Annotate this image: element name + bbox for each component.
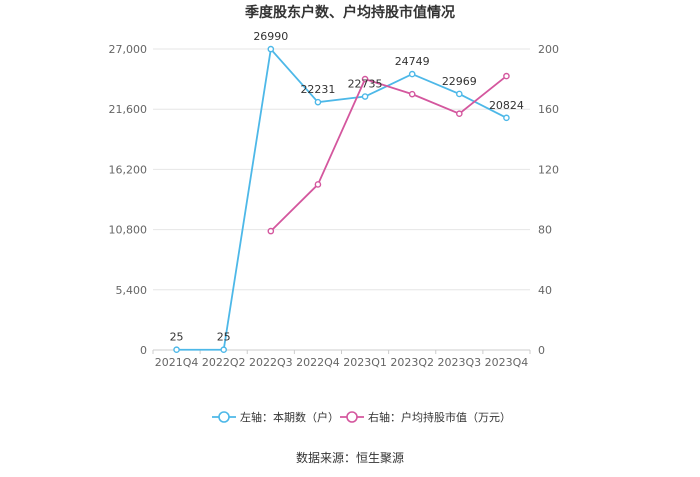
y-right-tick-label: 0 — [538, 344, 545, 357]
data-label: 22969 — [442, 75, 477, 88]
source-text: 数据来源：恒生聚源 — [296, 450, 404, 465]
grid-layer — [153, 48, 530, 291]
data-label-layer: 25 25 26990 22231 22735 24749 22969 20824 — [170, 30, 524, 344]
series-line-1 — [176, 47, 507, 351]
series-point-1 — [408, 70, 416, 78]
series-point-1 — [314, 98, 322, 106]
y-right-tick-label: 120 — [538, 163, 559, 176]
legend-swatch-marker — [218, 411, 230, 423]
y-left-tick-label: 0 — [140, 344, 147, 357]
series-point-2 — [314, 181, 322, 188]
data-label: 26990 — [253, 30, 288, 43]
y-left-tick-label: 21,600 — [109, 103, 148, 116]
x-tick-label: 2023Q3 — [437, 356, 481, 369]
y-right-tick-label: 40 — [538, 284, 552, 297]
legend-label: 右轴：户均持股市值（万元） — [368, 410, 511, 424]
data-label: 25 — [170, 331, 184, 344]
x-tick-label: 2022Q3 — [249, 356, 293, 369]
axis-layer: 0 5,400 10,800 16,200 21,600 27,000 0 40 80 120 16… — [109, 43, 560, 369]
y-left-tick-label: 16,200 — [109, 163, 148, 176]
series-point-2 — [456, 110, 463, 118]
series-point-1 — [267, 45, 275, 53]
series-point-2 — [361, 75, 369, 83]
data-label: 22735 — [348, 78, 383, 91]
y-left-tick-label: 27,000 — [109, 43, 148, 56]
series-point-1 — [456, 90, 463, 98]
x-tick-label: 2023Q2 — [390, 356, 434, 369]
y-right-tick-label: 80 — [538, 224, 552, 237]
series-point-2 — [267, 227, 275, 235]
series-point-2 — [408, 90, 416, 98]
series-point-2 — [503, 72, 510, 80]
series-line-2 — [270, 75, 507, 232]
x-tick-label: 2022Q2 — [202, 356, 246, 369]
series-point-1 — [503, 114, 510, 122]
series-point-1 — [173, 346, 180, 354]
x-tick-label: 2023Q1 — [343, 356, 387, 369]
data-label: 20824 — [489, 99, 524, 112]
y-left-tick-label: 10,800 — [109, 224, 148, 237]
y-right-tick-label: 200 — [538, 43, 559, 56]
series-point-1 — [220, 346, 227, 354]
x-tick-label: 2022Q4 — [296, 356, 340, 369]
legend-swatch-marker — [346, 411, 358, 423]
chart-title: 季度股东户数、户均持股市值情况 — [244, 4, 455, 21]
y-left-tick-label: 5,400 — [116, 284, 148, 297]
series-layer — [173, 45, 510, 354]
data-label: 25 — [217, 331, 231, 344]
data-label: 24749 — [395, 55, 430, 68]
y-right-tick-label: 160 — [538, 103, 559, 116]
x-tick-label: 2023Q4 — [485, 356, 529, 369]
data-label: 22231 — [300, 83, 335, 96]
legend-label: 左轴：本期数（户） — [240, 410, 339, 424]
x-tick-label: 2021Q4 — [155, 356, 199, 369]
series-point-1 — [361, 93, 369, 100]
legend: 左轴：本期数（户） 右轴：户均持股市值（万元） — [212, 410, 511, 424]
